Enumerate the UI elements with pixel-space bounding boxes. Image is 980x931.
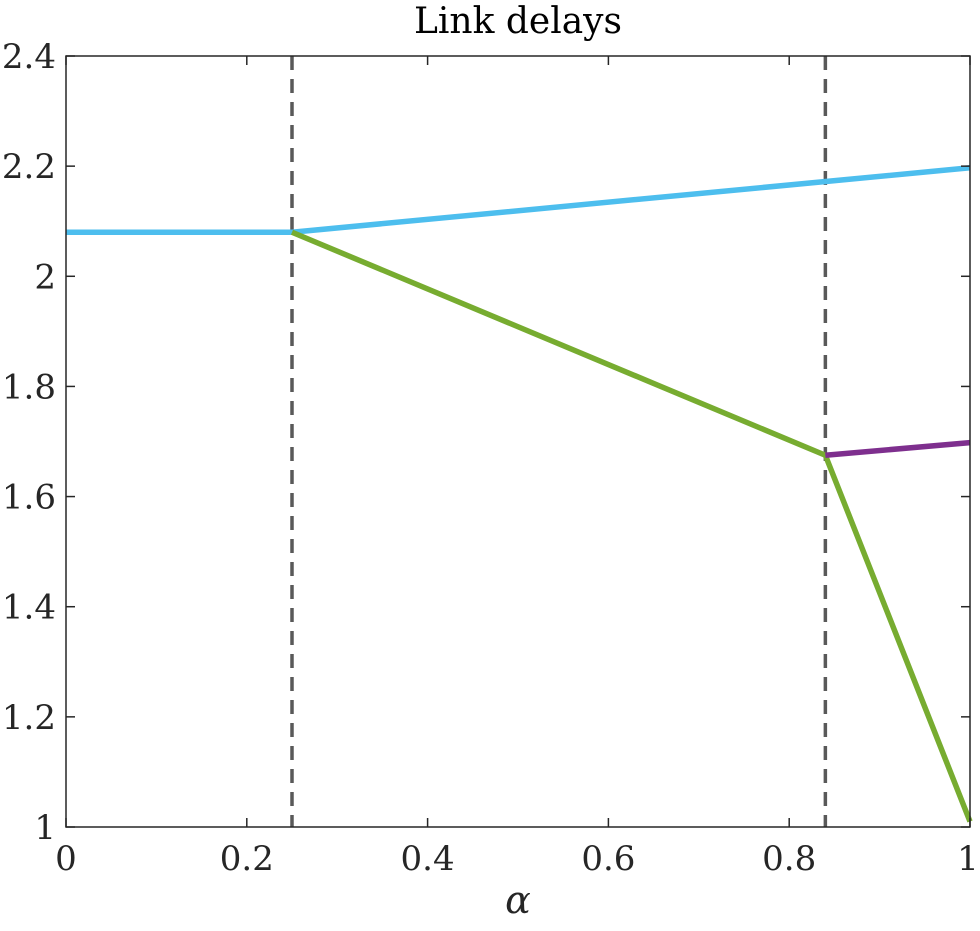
y-tick-label-5: 2 — [34, 257, 56, 297]
y-tick-label-2: 1.4 — [2, 588, 56, 628]
y-tick-label-7: 2.4 — [2, 37, 56, 77]
vertical-markers — [290, 56, 828, 827]
y-tick-labels: 1 1.2 1.4 1.6 1.8 2 2.2 2.4 — [2, 37, 56, 848]
axes-box — [65, 55, 971, 828]
y-tick-label-4: 1.8 — [2, 367, 56, 407]
y-tick-label-1: 1.2 — [2, 698, 56, 738]
plot-area — [66, 56, 970, 827]
y-tick-label-0: 1 — [34, 808, 56, 848]
chart-title: Link delays — [414, 1, 622, 42]
x-tick-label-1: 0.2 — [220, 839, 274, 879]
axis-ticks — [65, 55, 971, 828]
data-series — [66, 165, 973, 823]
y-tick-label-3: 1.6 — [2, 478, 56, 518]
x-tick-label-4: 0.8 — [762, 839, 816, 879]
series-line-3 — [825, 439, 971, 459]
x-tick-label-0: 0 — [55, 839, 77, 879]
x-tick-label-5: 1 — [957, 839, 979, 879]
x-axis-label: α — [505, 878, 531, 922]
y-tick-label-6: 2.2 — [2, 147, 56, 187]
x-tick-labels: 0 0.2 0.4 0.6 0.8 1 — [55, 839, 979, 879]
x-tick-label-3: 0.6 — [581, 839, 635, 879]
x-tick-label-2: 0.4 — [401, 839, 455, 879]
